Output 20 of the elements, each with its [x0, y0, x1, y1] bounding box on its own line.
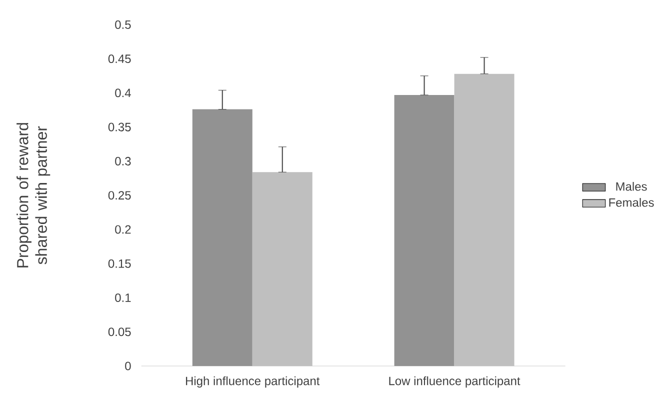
- y-tick-label: 0.05: [108, 328, 131, 336]
- legend-label: Males: [616, 182, 647, 191]
- bar: [394, 94, 454, 366]
- x-tick-label: Low influence participant: [389, 376, 520, 388]
- y-tick-label: 0.5: [115, 20, 131, 29]
- y-tick-label: 0.4: [115, 88, 131, 98]
- y-tick-label: 0.3: [115, 156, 131, 166]
- y-axis-title: Proportion of reward shared with partner: [16, 123, 50, 268]
- bar: [454, 74, 514, 366]
- y-tick-label: 0.1: [115, 293, 131, 302]
- legend-label: Females: [609, 198, 654, 207]
- y-tick-label: 0.15: [108, 259, 131, 268]
- bar: [252, 172, 312, 366]
- y-tick-label: 0.2: [115, 225, 131, 234]
- y-tick-label: 0.35: [108, 122, 131, 132]
- bar: [192, 109, 252, 366]
- y-tick-label: 0: [125, 362, 131, 370]
- x-tick-label: High influence participant: [186, 376, 320, 388]
- y-tick-label: 0.25: [108, 191, 131, 200]
- y-tick-label: 0.45: [108, 54, 131, 64]
